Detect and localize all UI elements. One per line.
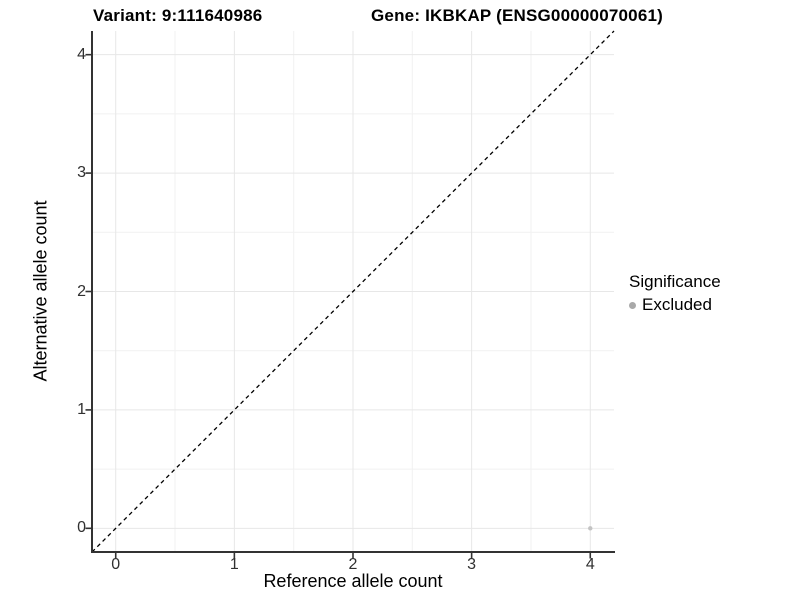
- y-tick-label-3: 3: [77, 164, 86, 182]
- x-tick-label-4: 4: [585, 556, 595, 573]
- x-tick-label-1: 1: [229, 556, 239, 573]
- legend-entry-excluded: Excluded: [629, 295, 721, 315]
- variant-title: Variant: 9:111640986: [93, 6, 263, 25]
- y-tick-label-4: 4: [77, 45, 86, 63]
- y-axis-title: Alternative allele count: [30, 200, 51, 382]
- data-point-excluded: [588, 526, 593, 531]
- y-tick-label-1: 1: [77, 400, 86, 418]
- excluded-point-icon: [629, 301, 636, 309]
- x-tick-label-0: 0: [111, 556, 121, 573]
- gene-title: Gene: IKBKAP (ENSG00000070061): [371, 6, 663, 25]
- identity-dashed-line: [91, 30, 615, 553]
- x-tick-label-2: 2: [348, 556, 358, 573]
- legend: Significance Excluded: [629, 272, 721, 315]
- y-tick-label-2: 2: [77, 282, 86, 300]
- legend-entry-label: Excluded: [642, 295, 712, 314]
- x-tick-label-3: 3: [467, 556, 477, 573]
- x-axis-title: Reference allele count: [263, 571, 443, 591]
- y-tick-label-0: 0: [77, 519, 86, 537]
- legend-title: Significance: [629, 272, 721, 291]
